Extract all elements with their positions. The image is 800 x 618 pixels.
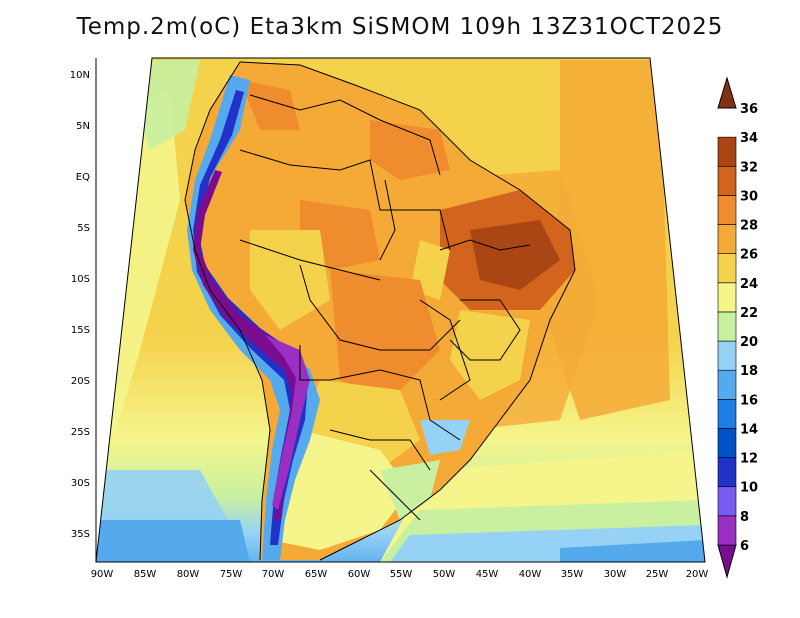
lon-tick: 20W bbox=[686, 569, 709, 580]
colorbar-segment bbox=[717, 340, 737, 371]
map-field bbox=[96, 58, 705, 562]
colorbar-segment bbox=[717, 399, 737, 429]
colorbar: 6 8 10 12 14 16 18 20 22 24 26 28 30 32 34 36 bbox=[717, 76, 758, 579]
lon-tick: 80W bbox=[177, 569, 200, 580]
colorbar-segment bbox=[717, 369, 737, 400]
colorbar-segment bbox=[717, 253, 737, 284]
colorbar-segment bbox=[717, 311, 737, 342]
colorbar-segment bbox=[717, 195, 737, 225]
lat-tick: 30S bbox=[71, 478, 90, 489]
longitude-axis: 90W 85W 80W 75W 70W 65W 60W 55W 50W 45W … bbox=[91, 569, 709, 580]
colorbar-segment bbox=[717, 282, 737, 313]
colorbar-label: 18 bbox=[740, 364, 758, 379]
latitude-axis: 10N 5N EQ 5S 10S 15S 20S 25S 30S 35S bbox=[70, 58, 97, 562]
colorbar-segment bbox=[717, 428, 737, 458]
lon-tick: 45W bbox=[476, 569, 499, 580]
colorbar-label: 34 bbox=[740, 131, 758, 146]
colorbar-label: 24 bbox=[740, 277, 758, 292]
lon-tick: 65W bbox=[305, 569, 328, 580]
colorbar-segment bbox=[717, 486, 737, 517]
colorbar-label: 14 bbox=[740, 422, 758, 437]
colorbar-label: 12 bbox=[740, 452, 758, 467]
country-borders bbox=[184, 61, 576, 561]
colorbar-segment bbox=[717, 224, 737, 254]
colorbar-label: 28 bbox=[740, 219, 758, 234]
lat-tick: 10N bbox=[70, 70, 90, 81]
colorbar-segment bbox=[717, 515, 737, 546]
lat-tick: 35S bbox=[71, 529, 90, 540]
colorbar-label: 32 bbox=[740, 160, 758, 175]
colorbar-label: 26 bbox=[740, 248, 758, 263]
colorbar-label: 30 bbox=[740, 189, 758, 204]
colorbar-label: 36 bbox=[740, 102, 758, 117]
lat-tick: 10S bbox=[71, 274, 90, 285]
colorbar-low-arrow bbox=[717, 544, 737, 579]
colorbar-segment bbox=[717, 457, 737, 488]
lon-tick: 25W bbox=[646, 569, 669, 580]
lon-tick: 35W bbox=[561, 569, 584, 580]
lon-tick: 30W bbox=[604, 569, 627, 580]
colorbar-label: 8 bbox=[740, 510, 749, 525]
colorbar-segment bbox=[717, 165, 737, 196]
lon-tick: 70W bbox=[262, 569, 285, 580]
colorbar-label: 16 bbox=[740, 393, 758, 408]
colorbar-segment bbox=[717, 136, 737, 167]
colorbar-label: 10 bbox=[740, 481, 758, 496]
colorbar-label: 6 bbox=[740, 539, 749, 554]
lon-tick: 75W bbox=[220, 569, 243, 580]
lon-tick: 85W bbox=[134, 569, 157, 580]
colorbar-label: 20 bbox=[740, 335, 758, 350]
lat-tick: 25S bbox=[71, 427, 90, 438]
lon-tick: 60W bbox=[348, 569, 371, 580]
lat-tick: 5N bbox=[76, 121, 90, 132]
lat-tick: 5S bbox=[77, 223, 90, 234]
lon-tick: 50W bbox=[433, 569, 456, 580]
lon-tick: 90W bbox=[91, 569, 114, 580]
lon-tick: 40W bbox=[519, 569, 542, 580]
colorbar-high-arrow bbox=[717, 76, 737, 109]
colorbar-label: 22 bbox=[740, 306, 758, 321]
lat-tick: EQ bbox=[76, 172, 90, 183]
lat-tick: 15S bbox=[71, 325, 90, 336]
lat-tick: 20S bbox=[71, 376, 90, 387]
map-title: Temp.2m(oC) Eta3km SiSMOM 109h 13Z31OCT2… bbox=[76, 14, 724, 40]
lon-tick: 55W bbox=[390, 569, 413, 580]
